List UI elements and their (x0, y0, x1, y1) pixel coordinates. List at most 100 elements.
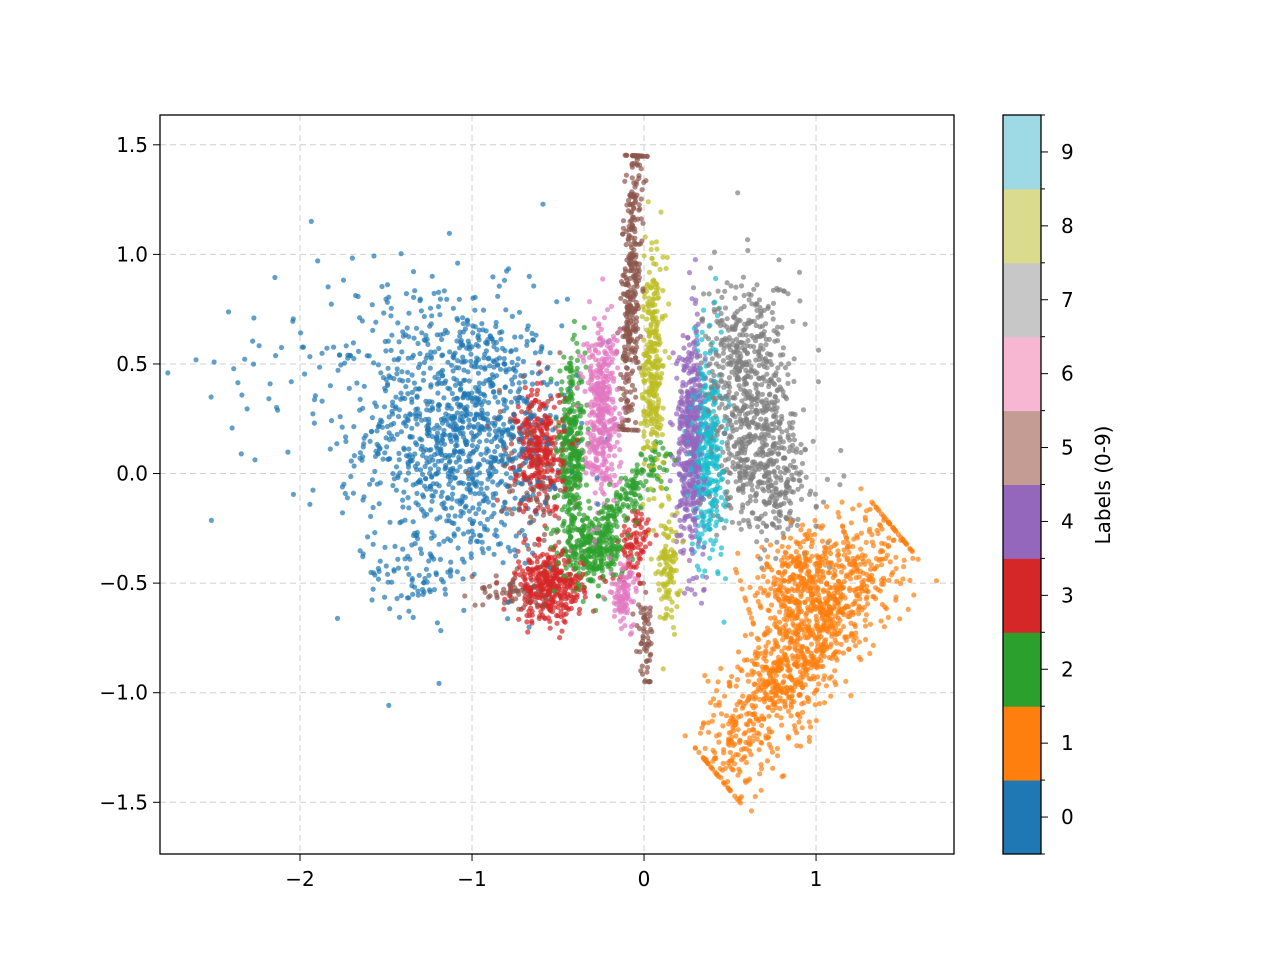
data-point-label-4 (693, 257, 698, 262)
data-point-label-0 (403, 477, 408, 482)
data-point-label-6 (606, 338, 611, 343)
data-point-label-0 (405, 325, 410, 330)
data-point-label-7 (797, 478, 802, 483)
data-point-label-2 (577, 511, 582, 516)
data-point-label-1 (744, 760, 749, 765)
data-point-label-8 (644, 316, 649, 321)
data-point-label-7 (716, 384, 721, 389)
data-point-label-7 (781, 345, 786, 350)
data-point-label-0 (509, 377, 514, 382)
data-point-label-0 (443, 411, 448, 416)
data-point-label-0 (460, 576, 465, 581)
data-point-label-1 (863, 637, 868, 642)
scatter-points (165, 153, 939, 814)
data-point-label-2 (544, 526, 549, 531)
data-point-label-0 (475, 539, 480, 544)
data-point-label-0 (367, 482, 372, 487)
data-point-label-4 (700, 552, 705, 557)
data-point-label-1 (893, 555, 898, 560)
data-point-label-2 (578, 543, 583, 548)
data-point-label-0 (397, 339, 402, 344)
data-point-label-5 (493, 590, 498, 595)
data-point-label-4 (685, 335, 690, 340)
data-point-label-7 (776, 465, 781, 470)
data-point-label-0 (384, 563, 389, 568)
data-point-label-7 (795, 487, 800, 492)
data-point-label-1 (815, 568, 820, 573)
data-point-label-0 (376, 577, 381, 582)
data-point-label-0 (343, 439, 348, 444)
data-point-label-1 (786, 709, 791, 714)
data-point-label-3 (501, 607, 506, 612)
data-point-label-2 (574, 341, 579, 346)
data-point-label-7 (801, 407, 806, 412)
data-point-label-5 (648, 652, 653, 657)
data-point-label-2 (633, 492, 638, 497)
data-point-label-0 (374, 428, 379, 433)
data-point-label-0 (371, 587, 376, 592)
data-point-label-6 (605, 343, 610, 348)
data-point-label-0 (449, 505, 454, 510)
data-point-label-0 (352, 453, 357, 458)
data-point-label-1 (829, 634, 834, 639)
data-point-label-0 (360, 497, 365, 502)
data-point-label-0 (447, 518, 452, 523)
data-point-label-0 (315, 258, 320, 263)
data-point-label-0 (492, 449, 497, 454)
data-point-label-6 (610, 370, 615, 375)
data-point-label-0 (449, 496, 454, 501)
data-point-label-1 (867, 651, 872, 656)
data-point-label-8 (646, 199, 651, 204)
data-point-label-9 (703, 351, 708, 356)
data-point-label-7 (771, 509, 776, 514)
data-point-label-7 (721, 358, 726, 363)
data-point-label-7 (754, 539, 759, 544)
data-point-label-5 (531, 518, 536, 523)
data-point-label-7 (716, 289, 721, 294)
data-point-label-0 (209, 394, 214, 399)
data-point-label-1 (870, 540, 875, 545)
data-point-label-1 (742, 658, 747, 663)
data-point-label-0 (441, 395, 446, 400)
data-point-label-1 (752, 681, 757, 686)
data-point-label-0 (473, 511, 478, 516)
data-point-label-7 (709, 384, 714, 389)
data-point-label-0 (396, 414, 401, 419)
data-point-label-2 (622, 513, 627, 518)
data-point-label-7 (691, 285, 696, 290)
data-point-label-0 (461, 608, 466, 613)
data-point-label-7 (777, 446, 782, 451)
data-point-label-6 (631, 622, 636, 627)
data-point-label-7 (785, 372, 790, 377)
data-point-label-4 (701, 588, 706, 593)
data-point-label-0 (369, 429, 374, 434)
data-point-label-7 (701, 291, 706, 296)
data-point-label-7 (778, 470, 783, 475)
data-point-label-0 (406, 505, 411, 510)
data-point-label-2 (593, 516, 598, 521)
data-point-label-1 (740, 694, 745, 699)
data-point-label-1 (779, 723, 784, 728)
data-point-label-0 (335, 368, 340, 373)
data-point-label-7 (733, 296, 738, 301)
data-point-label-0 (544, 366, 549, 371)
data-point-label-2 (582, 325, 587, 330)
data-point-label-7 (778, 478, 783, 483)
data-point-label-0 (386, 703, 391, 708)
data-point-label-0 (438, 628, 443, 633)
data-point-label-0 (360, 318, 365, 323)
data-point-label-0 (443, 592, 448, 597)
data-point-label-0 (486, 448, 491, 453)
data-point-label-0 (273, 353, 278, 358)
data-point-label-1 (770, 689, 775, 694)
data-point-label-7 (706, 336, 711, 341)
data-point-label-8 (649, 247, 654, 252)
data-point-label-3 (528, 600, 533, 605)
data-point-label-3 (516, 617, 521, 622)
data-point-label-7 (764, 538, 769, 543)
data-point-label-8 (654, 407, 659, 412)
data-point-label-0 (410, 592, 415, 597)
data-point-label-1 (733, 707, 738, 712)
data-point-label-0 (513, 347, 518, 352)
data-point-label-1 (863, 623, 868, 628)
